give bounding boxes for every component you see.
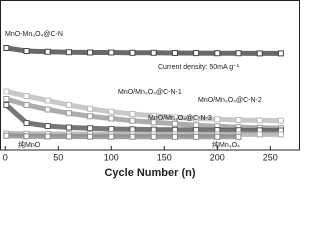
series-line <box>5 45 281 56</box>
plot-frame <box>0 0 300 151</box>
data-point <box>193 50 200 57</box>
series-label: MnO-Mn₃O₄@C-N <box>5 31 63 38</box>
data-point <box>44 48 51 55</box>
series-line <box>6 133 239 140</box>
data-point <box>129 111 136 117</box>
data-point <box>108 115 115 122</box>
data-point <box>3 96 10 102</box>
data-point <box>256 131 263 138</box>
data-point <box>277 131 284 138</box>
data-point <box>129 117 136 124</box>
series-label: 纯MnO <box>18 140 41 149</box>
data-point <box>277 50 284 57</box>
data-point <box>23 48 30 54</box>
data-point <box>150 133 157 140</box>
data-point <box>23 120 30 126</box>
data-point <box>87 133 94 140</box>
data-point <box>129 133 136 140</box>
data-point <box>277 117 284 124</box>
data-point <box>256 117 263 124</box>
series-label: MnO/Mn₃O₄@C-N-1 <box>118 89 182 96</box>
data-point <box>23 133 30 140</box>
data-point <box>108 126 115 132</box>
series-line <box>5 96 281 131</box>
data-point <box>193 115 200 122</box>
data-point <box>65 49 72 56</box>
data-point <box>171 114 178 121</box>
data-point <box>87 125 94 132</box>
data-point <box>3 102 10 108</box>
data-point <box>235 117 242 123</box>
x-tick-label: 100 <box>104 152 119 162</box>
x-axis-label: Cycle Number (n) <box>104 167 195 179</box>
data-point <box>87 113 94 120</box>
data-point <box>235 50 242 57</box>
data-point <box>150 49 157 56</box>
x-tick-label: 200 <box>210 152 225 162</box>
data-point <box>87 105 94 112</box>
x-tick-label: 50 <box>53 152 63 162</box>
data-point <box>65 110 72 117</box>
data-point <box>214 133 221 140</box>
data-point <box>65 133 72 140</box>
data-point <box>108 108 115 115</box>
data-point <box>235 133 242 140</box>
data-point <box>44 133 51 140</box>
data-point <box>3 132 10 139</box>
data-point <box>44 106 51 113</box>
data-point <box>23 102 30 108</box>
x-tick-label: 0 <box>3 152 8 162</box>
data-point <box>44 123 51 129</box>
page: {"chart_data": {"type": "line", "x_label… <box>0 0 300 179</box>
data-point <box>171 120 178 127</box>
data-point <box>108 49 115 56</box>
annotation: Current density: 50mA g⁻¹ <box>158 64 240 71</box>
data-point <box>108 133 115 140</box>
data-point <box>150 112 157 119</box>
chart: Cycle Number (n) Current density: 50mA g… <box>0 0 300 179</box>
x-tick-label: 250 <box>263 152 278 162</box>
data-point <box>3 88 10 95</box>
data-point <box>87 49 94 56</box>
series-label: 纯Mn₃O₄ <box>212 140 240 149</box>
data-point <box>171 49 178 56</box>
series-line <box>4 103 281 133</box>
data-point <box>214 50 221 57</box>
data-point <box>3 45 10 51</box>
series-line <box>5 89 281 124</box>
data-point <box>23 93 30 99</box>
data-point <box>171 133 178 140</box>
data-point <box>150 119 157 126</box>
x-tick-label: 150 <box>157 152 172 162</box>
data-point <box>193 133 200 140</box>
data-point <box>65 124 72 131</box>
series-label: MnO/Mn₃O₄@C-N-3 <box>148 115 212 122</box>
data-point <box>65 102 72 108</box>
series-label: MnO/Mn₃O₄@C-N-2 <box>198 97 262 104</box>
data-point <box>129 126 136 133</box>
data-point <box>256 50 263 57</box>
data-point <box>44 97 51 104</box>
data-point <box>214 116 221 123</box>
data-point <box>129 49 136 56</box>
